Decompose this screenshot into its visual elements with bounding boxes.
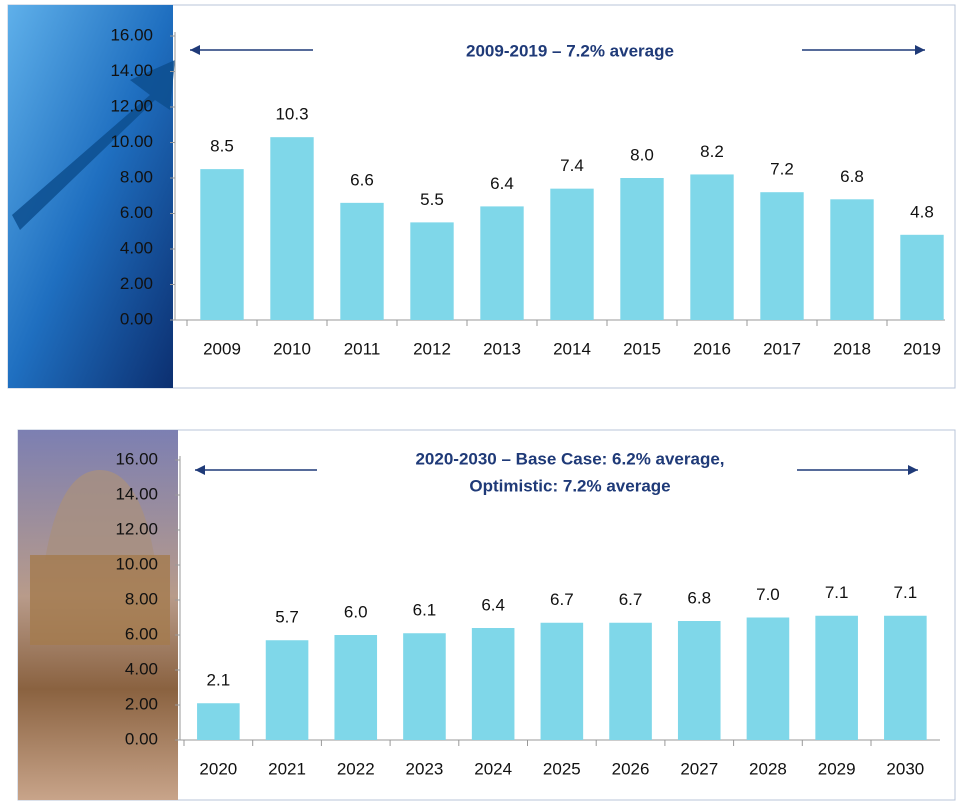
value-label: 6.8	[687, 588, 711, 607]
y-tick-label: 16.00	[110, 25, 153, 44]
x-tick-label: 2015	[623, 339, 661, 358]
value-label: 7.4	[560, 156, 584, 175]
y-tick-label: 16.00	[115, 449, 158, 468]
x-tick-label: 2029	[818, 759, 856, 778]
bar	[677, 621, 721, 740]
x-tick-label: 2018	[833, 339, 871, 358]
y-tick-label: 12.00	[110, 96, 153, 115]
value-label: 6.0	[344, 602, 368, 621]
y-tick-label: 4.00	[125, 659, 158, 678]
bar	[410, 222, 454, 320]
facade-graphic	[30, 555, 170, 645]
x-tick-label: 2009	[203, 339, 241, 358]
x-tick-label: 2012	[413, 339, 451, 358]
bar	[270, 137, 314, 320]
x-tick-label: 2022	[337, 759, 375, 778]
x-tick-label: 2014	[553, 339, 591, 358]
x-tick-label: 2024	[474, 759, 512, 778]
value-label: 6.4	[490, 174, 514, 193]
value-label: 2.1	[207, 671, 231, 690]
x-tick-label: 2026	[612, 759, 650, 778]
bar	[480, 206, 524, 320]
bar	[540, 622, 584, 740]
x-tick-label: 2013	[483, 339, 521, 358]
x-tick-label: 2011	[344, 339, 381, 358]
y-tick-label: 6.00	[120, 203, 153, 222]
y-tick-label: 8.00	[120, 167, 153, 186]
y-tick-label: 2.00	[120, 274, 153, 293]
chart-title: 2020-2030 – Base Case: 6.2% average,	[415, 449, 724, 468]
arrow-head	[908, 465, 918, 475]
x-tick-label: 2019	[903, 339, 941, 358]
value-label: 6.7	[550, 590, 574, 609]
x-tick-label: 2016	[693, 339, 731, 358]
bar	[884, 615, 927, 740]
x-tick-label: 2028	[749, 759, 787, 778]
chart-title: Optimistic: 7.2% average	[469, 476, 670, 495]
y-tick-label: 8.00	[125, 589, 158, 608]
bar	[746, 617, 790, 740]
bar	[900, 234, 944, 320]
value-label: 7.2	[770, 160, 794, 179]
bar	[334, 635, 378, 740]
bar	[760, 192, 804, 320]
bar	[690, 174, 734, 320]
x-tick-label: 2021	[268, 759, 306, 778]
bar	[550, 188, 594, 320]
bar	[197, 703, 240, 740]
arrow-graphic	[12, 60, 175, 230]
y-tick-label: 14.00	[115, 484, 158, 503]
value-label: 8.0	[630, 145, 654, 164]
x-tick-label: 2020	[199, 759, 237, 778]
x-tick-label: 2017	[763, 339, 801, 358]
value-label: 6.6	[350, 170, 374, 189]
y-tick-label: 2.00	[125, 694, 158, 713]
y-tick-label: 4.00	[120, 238, 153, 257]
x-tick-label: 2023	[406, 759, 444, 778]
arrow-head	[190, 45, 200, 55]
value-label: 6.8	[840, 167, 864, 186]
y-tick-label: 10.00	[110, 132, 153, 151]
bar	[265, 640, 309, 740]
value-label: 7.1	[894, 583, 918, 602]
value-label: 8.5	[210, 137, 234, 156]
value-label: 6.1	[413, 601, 437, 620]
chart-title: 2009-2019 – 7.2% average	[466, 41, 674, 60]
y-tick-label: 10.00	[115, 554, 158, 573]
y-tick-label: 0.00	[125, 729, 158, 748]
y-tick-label: 12.00	[115, 519, 158, 538]
y-tick-label: 6.00	[125, 624, 158, 643]
arrow-head	[195, 465, 205, 475]
value-label: 10.3	[275, 105, 308, 124]
bar	[609, 622, 652, 740]
value-label: 4.8	[910, 202, 934, 221]
value-label: 7.1	[825, 583, 849, 602]
value-label: 6.7	[619, 590, 643, 609]
value-label: 8.2	[700, 142, 724, 161]
value-label: 7.0	[756, 585, 780, 604]
x-tick-label: 2010	[273, 339, 311, 358]
bar	[830, 199, 874, 320]
value-label: 6.4	[481, 595, 505, 614]
x-tick-label: 2025	[543, 759, 581, 778]
bar	[403, 633, 446, 740]
y-tick-label: 14.00	[110, 61, 153, 80]
arrow-head	[915, 45, 925, 55]
value-label: 5.7	[275, 608, 299, 627]
y-tick-label: 0.00	[120, 309, 153, 328]
bar	[471, 628, 515, 740]
bar	[620, 178, 664, 320]
dome-graphic	[45, 470, 155, 560]
bar	[200, 169, 244, 320]
bar	[815, 615, 858, 740]
x-tick-label: 2027	[680, 759, 718, 778]
value-label: 5.5	[420, 190, 444, 209]
bar	[340, 202, 384, 320]
x-tick-label: 2030	[886, 759, 924, 778]
